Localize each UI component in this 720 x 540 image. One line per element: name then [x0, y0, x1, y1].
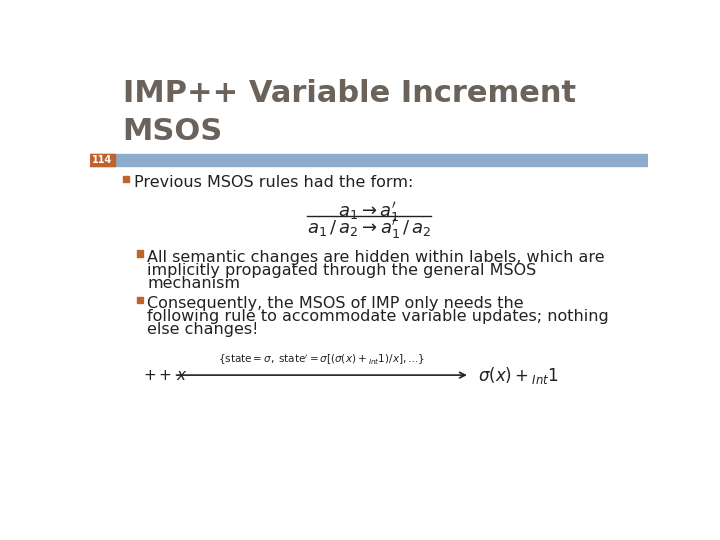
Bar [90, 154, 648, 166]
Text: All semantic changes are hidden within labels, which are: All semantic changes are hidden within l… [148, 249, 605, 265]
Text: $a_1\,/\,a_2 \rightarrow a_1^{\prime}\,/\,a_2$: $a_1\,/\,a_2 \rightarrow a_1^{\prime}\,/… [307, 217, 431, 241]
Text: Previous MSOS rules had the form:: Previous MSOS rules had the form: [134, 175, 413, 190]
Text: implicitly propagated through the general MSOS: implicitly propagated through the genera… [148, 262, 536, 278]
Text: $++\, x$: $++\, x$ [143, 368, 188, 383]
Text: mechanism: mechanism [148, 276, 240, 291]
Text: following rule to accommodate variable updates; nothing: following rule to accommodate variable u… [148, 309, 609, 324]
Bar [122, 176, 129, 182]
Bar [90, 154, 114, 166]
Text: IMP++ Variable Increment: IMP++ Variable Increment [122, 79, 576, 107]
Text: $\{\mathrm{state}{=}\sigma,\;\mathrm{state}^{\prime}{=}\sigma[(\sigma(x)+_{Int}1: $\{\mathrm{state}{=}\sigma,\;\mathrm{sta… [218, 353, 426, 367]
Text: $a_1 \rightarrow a_1^{\prime}$: $a_1 \rightarrow a_1^{\prime}$ [338, 200, 400, 224]
Bar [137, 251, 143, 256]
Text: $\sigma(x) +_{Int} 1$: $\sigma(x) +_{Int} 1$ [477, 364, 559, 386]
Text: Consequently, the MSOS of IMP only needs the: Consequently, the MSOS of IMP only needs… [148, 296, 524, 311]
Text: 114: 114 [92, 156, 112, 165]
Text: MSOS: MSOS [122, 117, 222, 146]
Bar [137, 296, 143, 303]
Text: else changes!: else changes! [148, 322, 258, 337]
